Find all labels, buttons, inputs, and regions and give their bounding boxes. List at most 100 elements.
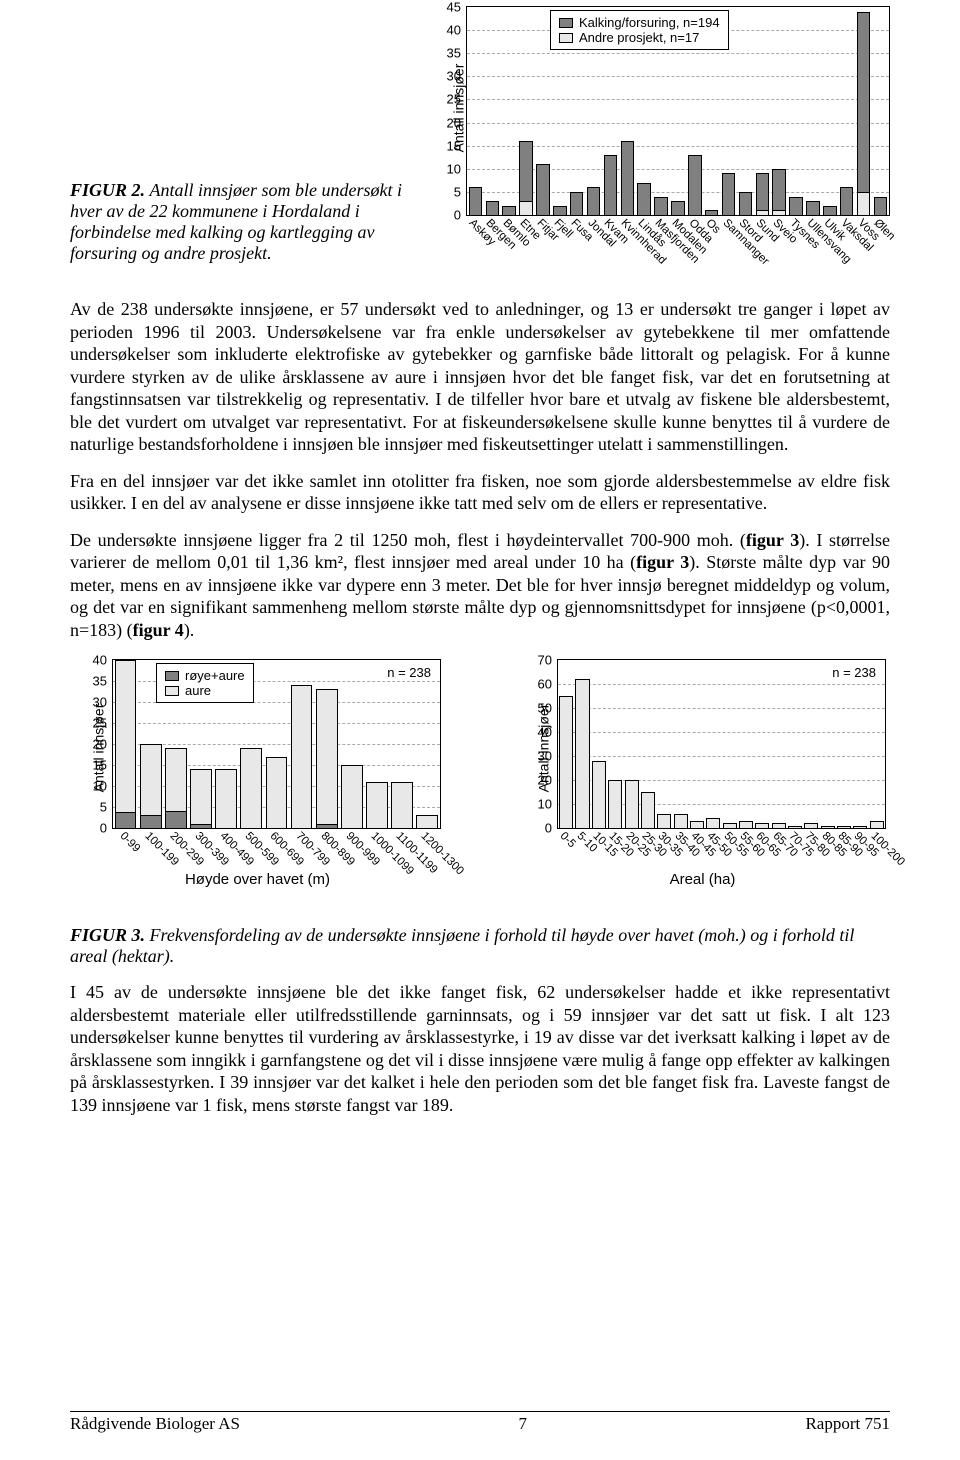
bar-col: 60-65 bbox=[754, 660, 770, 828]
bar-segment bbox=[772, 210, 786, 215]
bar-col: 65-70 bbox=[770, 660, 786, 828]
bar-segment bbox=[657, 814, 671, 828]
legend-item: Andre prosjekt, n=17 bbox=[559, 30, 720, 45]
bar-col: 5-10 bbox=[574, 660, 590, 828]
bar-col: Etne bbox=[518, 7, 535, 215]
bar-segment bbox=[240, 748, 262, 828]
figure3-caption: FIGUR 3. Frekvensfordeling av de undersø… bbox=[70, 925, 890, 967]
bar-segment bbox=[722, 173, 736, 215]
bar-segment bbox=[853, 826, 867, 828]
bar-col: Voss bbox=[855, 7, 872, 215]
bar-segment bbox=[341, 765, 363, 828]
bar-segment bbox=[215, 769, 237, 828]
figure3-left-note: n = 238 bbox=[387, 665, 431, 680]
bar-segment bbox=[575, 679, 589, 828]
paragraph-2: Fra en del innsjøer var det ikke samlet … bbox=[70, 470, 890, 515]
bar-col: Sveio bbox=[771, 7, 788, 215]
bar-col: 70-75 bbox=[787, 660, 803, 828]
bar-segment bbox=[637, 183, 651, 215]
ytick-label: 40 bbox=[447, 23, 467, 38]
bar-segment bbox=[804, 823, 818, 828]
bar-segment bbox=[115, 660, 137, 812]
legend-swatch bbox=[559, 18, 573, 28]
bar-segment bbox=[165, 748, 187, 811]
ytick-label: 35 bbox=[93, 674, 113, 689]
legend-label: røye+aure bbox=[185, 668, 245, 683]
bar-col: Ullensvang bbox=[805, 7, 822, 215]
bar-segment bbox=[190, 824, 212, 828]
legend-swatch bbox=[559, 33, 573, 43]
bar-col: 75-80 bbox=[803, 660, 819, 828]
bar-segment bbox=[671, 201, 685, 215]
legend-item: Kalking/forsuring, n=194 bbox=[559, 15, 720, 30]
bar-segment bbox=[756, 173, 770, 210]
bar-col: 30-35 bbox=[656, 660, 672, 828]
figure3-label: FIGUR 3. bbox=[70, 925, 145, 945]
ytick-label: 10 bbox=[538, 797, 558, 812]
bar-col: Vaksdal bbox=[838, 7, 855, 215]
bar-col: 35-40 bbox=[672, 660, 688, 828]
bar-segment bbox=[608, 780, 622, 828]
bar-segment bbox=[690, 821, 704, 828]
figure3-right-chart: 0102030405060700-55-1010-1515-2020-2525-… bbox=[515, 655, 890, 915]
ytick-label: 45 bbox=[447, 0, 467, 15]
ytick-label: 0 bbox=[545, 821, 558, 836]
legend-swatch bbox=[165, 686, 179, 696]
bar-segment bbox=[625, 780, 639, 828]
bar-segment bbox=[416, 815, 438, 828]
bar-col: Fitjar bbox=[535, 7, 552, 215]
bar-segment bbox=[641, 792, 655, 828]
bar-col: 50-55 bbox=[721, 660, 737, 828]
bar-col: Ølen bbox=[872, 7, 889, 215]
bar-segment bbox=[688, 155, 702, 215]
paragraph-3: De undersøkte innsjøene ligger fra 2 til… bbox=[70, 529, 890, 642]
bar-col: 1200-1300 bbox=[415, 660, 440, 828]
bar-segment bbox=[874, 197, 888, 215]
bar-segment bbox=[654, 197, 668, 215]
bar-segment bbox=[806, 201, 820, 215]
bar-col: 1000-1099 bbox=[364, 660, 389, 828]
bar-col: 900-999 bbox=[339, 660, 364, 828]
bar-col: 80-85 bbox=[820, 660, 836, 828]
legend-item: røye+aure bbox=[165, 668, 245, 683]
bar-segment bbox=[837, 826, 851, 828]
footer-left: Rådgivende Biologer AS bbox=[70, 1414, 240, 1434]
bar-col: 25-30 bbox=[640, 660, 656, 828]
bar-col: Ulvik bbox=[821, 7, 838, 215]
figure2-ylabel: Antall innsjøer bbox=[450, 64, 466, 153]
bar-col: Stord bbox=[737, 7, 754, 215]
xtick-label: 0-99 bbox=[117, 830, 142, 855]
legend-item: aure bbox=[165, 683, 245, 698]
bar-col: Sund bbox=[754, 7, 771, 215]
bar-segment bbox=[502, 206, 516, 215]
bar-segment bbox=[316, 689, 338, 823]
bar-segment bbox=[190, 769, 212, 824]
bar-col: 40-45 bbox=[689, 660, 705, 828]
bar-segment bbox=[604, 155, 618, 215]
ytick-label: 5 bbox=[100, 800, 113, 815]
figure2-chart: 051015202530354045AskøyBergenBømloEtneFi… bbox=[420, 0, 890, 280]
bar-col: 1100-1199 bbox=[390, 660, 415, 828]
ytick-label: 0 bbox=[454, 208, 467, 223]
ytick-label: 60 bbox=[538, 677, 558, 692]
bar-col: 0-99 bbox=[113, 660, 138, 828]
bar-segment bbox=[165, 811, 187, 828]
bar-segment bbox=[823, 206, 837, 215]
paragraph-1: Av de 238 undersøkte innsjøene, er 57 un… bbox=[70, 298, 890, 456]
bar-segment bbox=[789, 197, 803, 215]
bar-segment bbox=[857, 192, 871, 215]
bar-segment bbox=[469, 187, 483, 215]
ytick-label: 35 bbox=[447, 46, 467, 61]
bar-col: 90-95 bbox=[852, 660, 868, 828]
bar-col: 20-25 bbox=[623, 660, 639, 828]
bar-segment bbox=[821, 826, 835, 828]
bar-segment bbox=[115, 812, 137, 828]
bar-col: Askøy bbox=[467, 7, 484, 215]
bar-segment bbox=[519, 201, 533, 215]
bar-segment bbox=[840, 187, 854, 215]
bar-segment bbox=[739, 192, 753, 215]
bar-col: Bømlo bbox=[501, 7, 518, 215]
bar-segment bbox=[705, 210, 719, 215]
bar-segment bbox=[706, 818, 720, 828]
bar-col: 0-5 bbox=[558, 660, 574, 828]
